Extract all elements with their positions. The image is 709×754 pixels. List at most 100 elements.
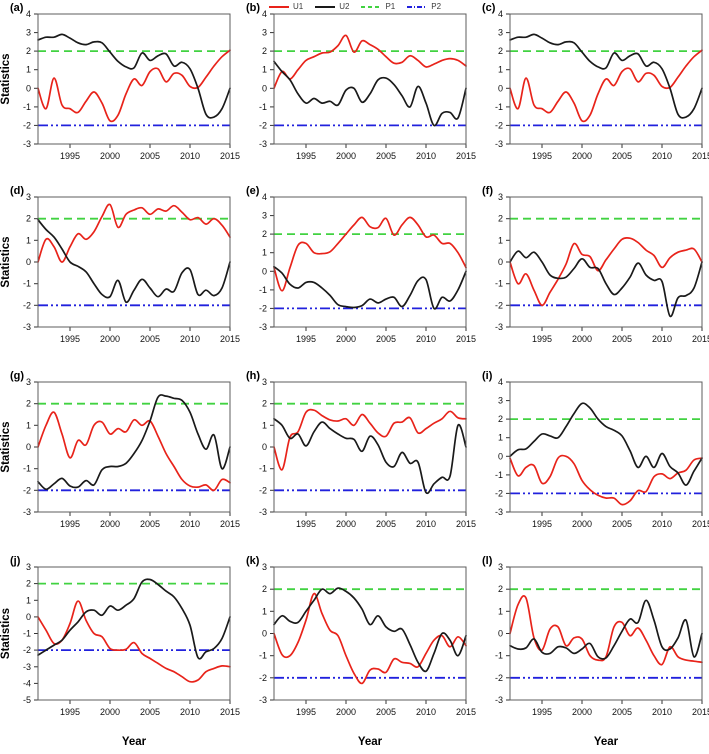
y-tick-label: -4 [23,678,31,688]
y-tick-label: 0 [26,612,31,622]
y-tick-label: -2 [259,485,267,495]
chart-a: -3 -2 -1 0 1 2 3 4 1995 2000 2005 2010 2015 (a) Statis… [0,2,240,161]
x-tick-label: 2000 [100,334,120,344]
panel-row-2: -3 -2 -1 0 1 2 3 1995 2000 2005 2010 2015 (d) Statist… [0,183,709,368]
y-tick-label: 2 [498,214,503,224]
panel-g: -3 -2 -1 0 1 2 3 1995 2000 2005 2010 2015 (g) Statist… [0,368,240,530]
curve-u1 [509,595,703,666]
y-tick-label: 1 [262,248,267,258]
panel-label: (a) [10,2,24,14]
x-axis-label: Year [122,736,147,748]
x-tick-label: 2005 [140,151,160,161]
y-tick-label: 2 [262,46,267,56]
x-tick-label: 2010 [180,334,200,344]
u2-line-sample [315,5,336,8]
plot-frame [37,381,231,513]
curves-group [273,408,467,495]
panel-row-4: -5 -4 -3 -2 -1 0 1 2 3 1995 2000 2005 2010 2015 (j) Sta… [0,553,709,754]
y-tick-label: 2 [498,414,503,424]
x-tick-label: 2015 [456,151,476,161]
y-tick-label: 2 [26,579,31,589]
x-tick-label: 2010 [416,707,436,717]
x-axis-label: Year [594,736,619,748]
y-tick-label: -1 [495,279,503,289]
x-tick-label: 2000 [100,151,120,161]
y-tick-label: 2 [262,229,267,239]
y-tick-label: 3 [26,28,31,38]
y-tick-label: 1 [498,606,503,616]
p2-line-sample [407,5,428,8]
y-tick-label: 2 [262,584,267,594]
x-tick-label: 1995 [296,334,316,344]
y-tick-label: 4 [498,377,503,387]
plot-frame [509,13,703,145]
legend-item-p2: P2 [406,2,441,11]
x-tick-label: 2005 [376,519,396,529]
x-tick-label: 2005 [140,519,160,529]
y-tick-label: 0 [498,257,503,267]
chart-e: -3 -2 -1 0 1 2 3 4 1995 2000 2005 2010 2015 (e) [246,185,476,344]
y-tick-label: 0 [26,442,31,452]
y-tick-label: 3 [498,28,503,38]
curve-u1 [509,49,703,123]
x-tick-label: 2000 [100,519,120,529]
chart-h: -3 -2 -1 0 1 2 3 1995 2000 2005 2010 2015 (h) [246,370,476,529]
curves-group [273,34,467,127]
x-tick-label: 1995 [60,519,80,529]
x-tick-label: 2015 [692,334,709,344]
curve-u1 [509,236,703,307]
chart-l: -3 -2 -1 0 1 2 3 1995 2000 2005 2010 2015 (l) Year [482,555,709,748]
panel-a: -3 -2 -1 0 1 2 3 4 1995 2000 2005 2010 2015 (a) Statis… [0,0,240,162]
x-tick-label: 1995 [532,519,552,529]
x-tick-label: 2015 [692,707,709,717]
x-tick-label: 2015 [220,151,240,161]
panel-label: (c) [482,2,496,14]
plot-frame [509,381,703,513]
panel-label: (k) [246,555,260,567]
x-tick-label: 2015 [692,151,709,161]
y-tick-label: 2 [26,399,31,409]
curve-u1 [509,454,703,506]
y-tick-label: -1 [23,629,31,639]
y-tick-label: 3 [26,562,31,572]
y-tick-label: 0 [262,442,267,452]
y-tick-label: 2 [498,46,503,56]
y-tick-label: 4 [498,9,503,19]
x-tick-label: 1995 [60,707,80,717]
x-tick-label: 2005 [376,707,396,717]
y-tick-label: -1 [23,279,31,289]
panel-label: (d) [10,185,24,197]
y-tick-label: 3 [498,562,503,572]
x-tick-label: 2015 [456,519,476,529]
plot-frame [273,566,467,701]
panel-label: (e) [246,185,260,197]
curves-group [509,595,703,666]
x-tick-label: 2010 [652,707,672,717]
x-tick-label: 2015 [220,334,240,344]
legend-label-u1: U1 [292,2,304,11]
x-tick-label: 2000 [572,334,592,344]
x-tick-label: 2005 [612,151,632,161]
x-tick-label: 2015 [220,707,240,717]
x-tick-label: 1995 [532,707,552,717]
curves-group [273,216,467,310]
curve-u1 [273,34,467,90]
x-tick-label: 2005 [140,707,160,717]
curve-u2 [273,60,467,127]
legend: U1 U2 P1 P2 [0,0,709,13]
panel-label: (b) [246,2,260,14]
curves-group [37,394,231,492]
x-tick-label: 2005 [612,334,632,344]
x-tick-label: 1995 [296,151,316,161]
x-tick-label: 2010 [416,519,436,529]
curve-u1 [273,216,467,292]
curves-group [273,587,467,685]
y-axis-label: Statistics [0,53,12,104]
y-tick-label: -3 [259,507,267,517]
x-tick-label: 2005 [376,151,396,161]
y-tick-label: 1 [498,235,503,245]
x-tick-label: 2010 [652,151,672,161]
x-tick-label: 2000 [572,151,592,161]
x-tick-label: 2015 [220,519,240,529]
